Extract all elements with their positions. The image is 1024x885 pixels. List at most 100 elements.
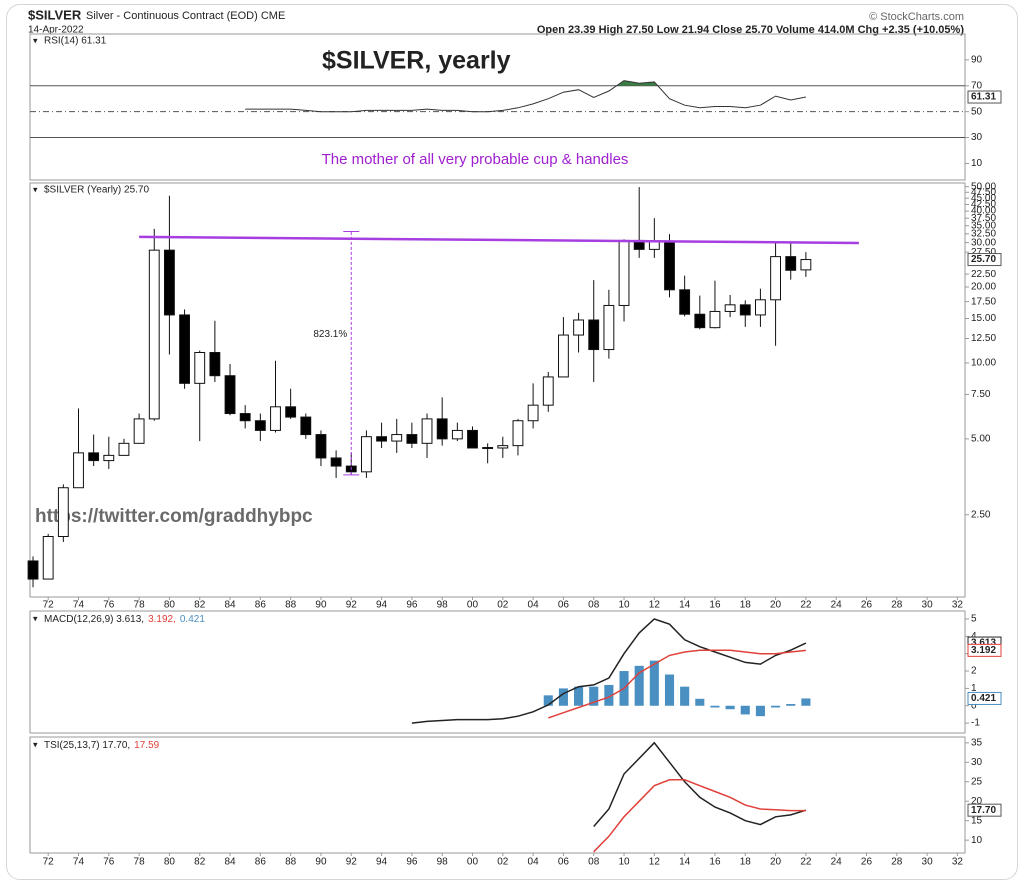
x-tick-label: 80 <box>164 857 176 868</box>
candle-body <box>73 452 84 489</box>
macd-line <box>548 649 806 719</box>
x-tick-label: 78 <box>134 600 146 611</box>
histogram-bar <box>558 688 568 706</box>
legend: $SILVER (Yearly) 25.70 <box>44 185 149 196</box>
legend-part: 0.421 <box>180 614 205 625</box>
candle-body <box>557 334 569 378</box>
y-tick-label: 70 <box>971 80 983 91</box>
y-tick-label: 45.00 <box>971 193 996 204</box>
histogram-bar <box>710 705 720 708</box>
candle-body <box>391 434 403 442</box>
copyright: © StockCharts.com <box>869 11 964 23</box>
candle-body <box>542 376 554 406</box>
candle-body <box>588 319 600 351</box>
candle-body <box>148 249 160 420</box>
x-tick-label: 18 <box>740 600 752 611</box>
candle-body <box>436 418 448 440</box>
legend: MACD(12,26,9) 3.613, 3.192, 0.421 <box>44 614 205 625</box>
x-tick-label: 06 <box>558 857 570 868</box>
x-tick-label: 30 <box>922 600 934 611</box>
candle-body <box>664 241 675 291</box>
x-tick-label: 24 <box>831 600 843 611</box>
x-tick-label: 82 <box>194 857 206 868</box>
candle-body <box>133 418 145 444</box>
candle-body <box>209 351 221 377</box>
histogram-bar <box>695 698 705 706</box>
last-value-box <box>967 90 1002 104</box>
candle-body <box>88 452 100 462</box>
legend: RSI(14) 61.31 <box>44 36 107 47</box>
x-tick-label: 90 <box>315 600 327 611</box>
candle-body <box>527 404 539 422</box>
x-tick-label: 16 <box>709 857 721 868</box>
histogram-bar <box>604 684 614 706</box>
x-tick-label: 10 <box>618 857 630 868</box>
candle-body <box>451 429 463 440</box>
watermark: https://twitter.com/graddhybpc <box>35 506 313 527</box>
x-tick-label: 00 <box>467 600 479 611</box>
x-tick-label: 84 <box>224 857 236 868</box>
x-tick-label: 26 <box>861 857 873 868</box>
x-tick-label: 30 <box>922 857 934 868</box>
legend-part: 3.192, <box>148 614 176 625</box>
candle-body <box>194 351 206 384</box>
candle-body <box>785 256 797 271</box>
y-tick-label: 20.00 <box>971 282 996 293</box>
candle-body <box>163 249 175 316</box>
y-tick-label: 15 <box>971 815 983 826</box>
y-tick-label: -1 <box>971 718 980 729</box>
x-tick-label: 86 <box>255 600 267 611</box>
y-tick-label: 10 <box>971 158 983 169</box>
y-tick-label: 42.50 <box>971 199 996 210</box>
panel-frame <box>29 33 966 181</box>
quote: Open 23.39 High 27.50 Low 21.94 Close 25… <box>537 24 964 36</box>
last-value-label: 3.192 <box>971 645 996 656</box>
y-tick-label: 15.00 <box>971 313 996 324</box>
legend-part: TSI(25,13,7) 17.70, <box>44 740 130 751</box>
x-tick-label: 22 <box>800 600 812 611</box>
candle-body <box>330 457 342 467</box>
x-tick-label: 06 <box>558 600 570 611</box>
x-tick-label: 24 <box>831 857 843 868</box>
x-tick-label: 02 <box>497 857 509 868</box>
y-tick-label: 0 <box>971 700 977 711</box>
y-tick-label: 1 <box>971 683 977 694</box>
candle-body <box>315 434 327 459</box>
candle-body <box>618 239 630 306</box>
x-tick-label: 04 <box>528 857 540 868</box>
x-tick-label: 82 <box>194 600 206 611</box>
candle-body <box>376 436 387 442</box>
histogram-bar <box>680 686 690 706</box>
candle-body <box>118 442 130 456</box>
candle-body <box>770 256 782 301</box>
x-tick-label: 20 <box>770 600 782 611</box>
y-tick-label: 37.50 <box>971 213 996 224</box>
x-tick-label: 78 <box>134 857 146 868</box>
x-tick-label: 12 <box>649 600 661 611</box>
candle-body <box>406 434 418 444</box>
y-tick-label: 35.00 <box>971 220 996 231</box>
x-tick-label: 72 <box>43 600 55 611</box>
last-value-label: 0.421 <box>971 693 996 704</box>
y-tick-label: 30 <box>971 132 983 143</box>
histogram-bar <box>801 698 811 706</box>
candle-body <box>497 445 509 449</box>
panel-frame <box>29 610 966 734</box>
legend-icon: ▾ <box>33 184 38 194</box>
histogram-bar <box>725 705 735 710</box>
x-tick-label: 76 <box>103 857 115 868</box>
x-tick-label: 20 <box>770 857 782 868</box>
last-value-label: 61.31 <box>971 92 996 103</box>
panel-title: $SILVER, yearly <box>322 47 511 75</box>
y-tick-label: 4 <box>971 631 977 642</box>
y-tick-label: 5 <box>971 614 977 625</box>
y-tick-label: 5.00 <box>971 433 991 444</box>
candle-body <box>421 418 433 444</box>
y-tick-label: 22.50 <box>971 269 996 280</box>
candle-body <box>754 299 766 316</box>
y-tick-label: 50.00 <box>971 181 996 192</box>
candle-body <box>179 314 190 384</box>
y-tick-label: 30 <box>971 757 983 768</box>
candle-body <box>42 536 54 580</box>
tsi-line <box>593 741 807 827</box>
